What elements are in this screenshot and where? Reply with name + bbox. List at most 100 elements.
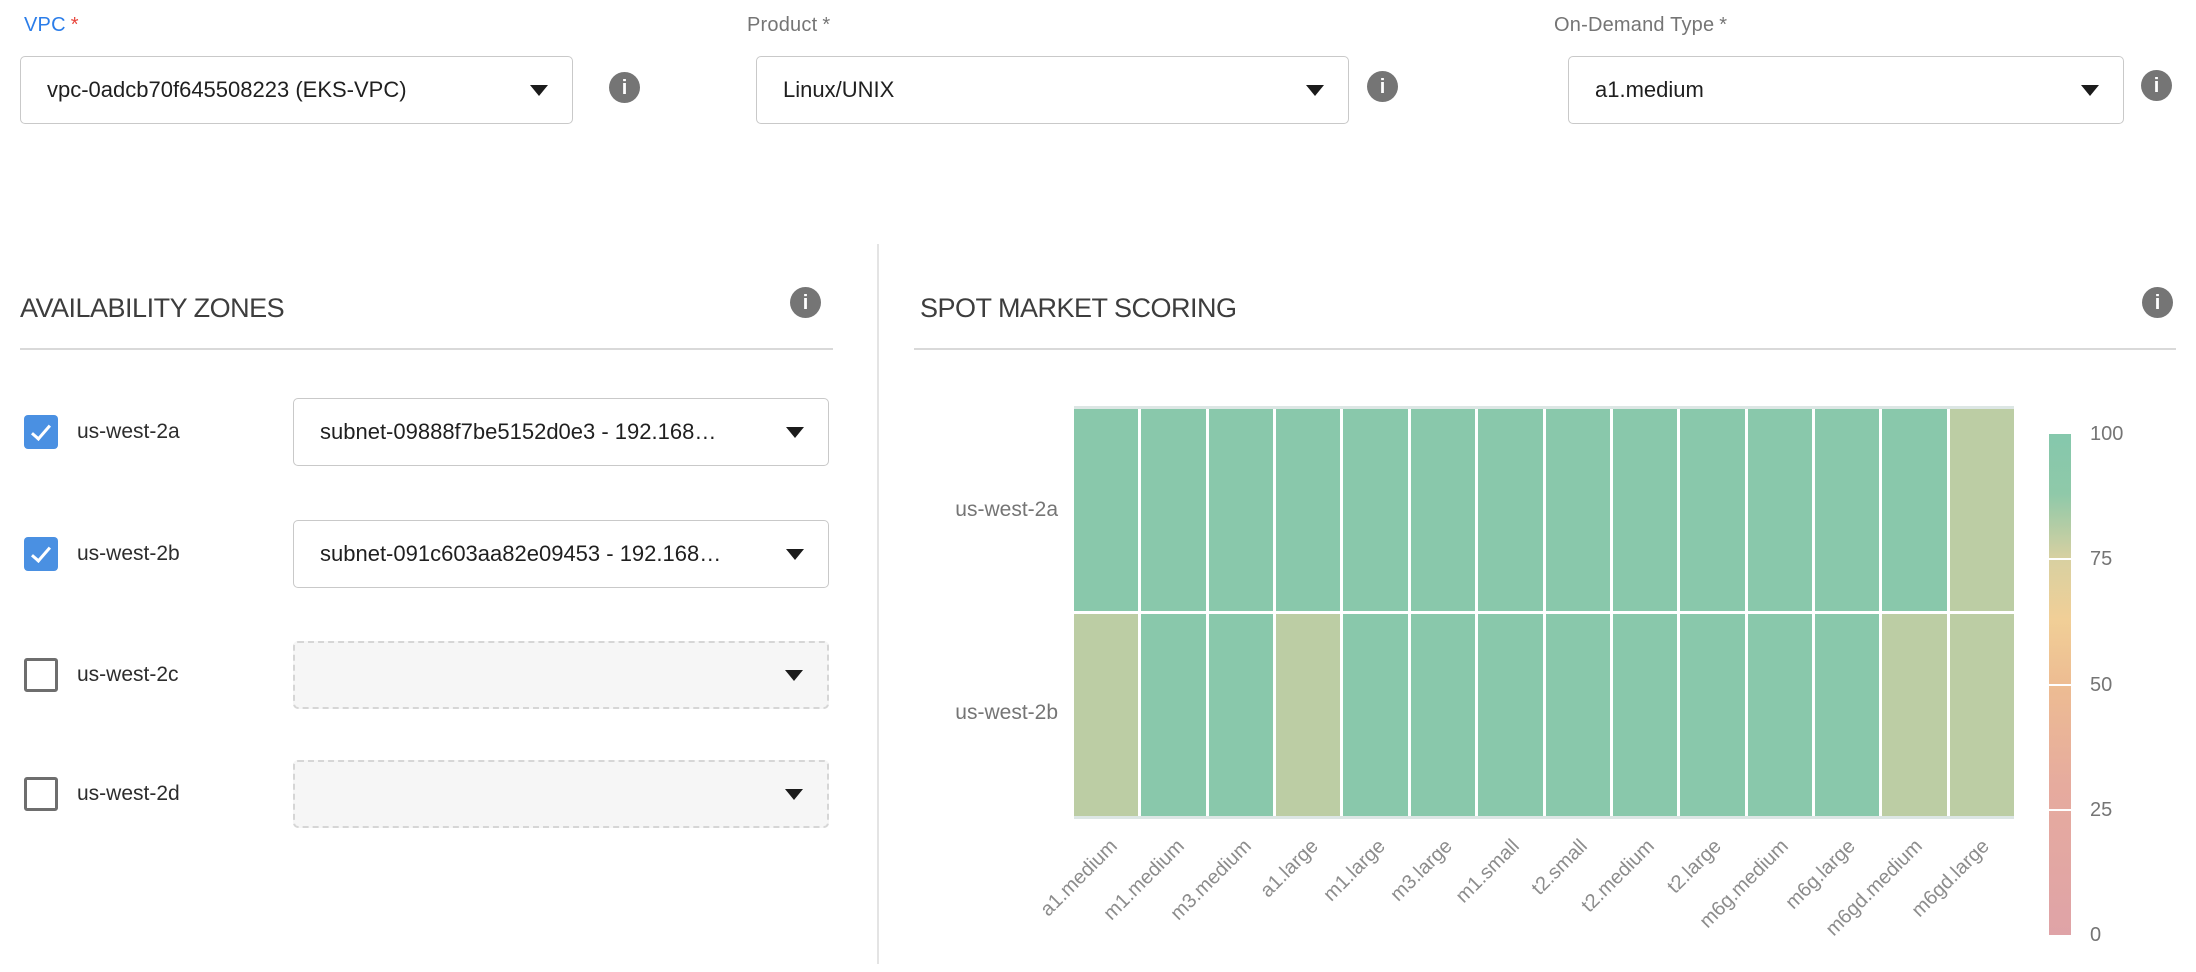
colorbar-tick-line [2049, 684, 2071, 686]
heatmap-cell-us-west-2a-t2.small [1546, 409, 1610, 611]
dropdown-caret-icon [786, 427, 804, 438]
x-axis-label-a1.large: a1.large [1186, 835, 1323, 972]
heatmap-cell-us-west-2b-m6g.large [1815, 614, 1879, 816]
heatmap-cell-us-west-2a-m6g.large [1815, 409, 1879, 611]
heatmap-cell-us-west-2b-m6g.medium [1748, 614, 1812, 816]
section-divider-vertical [877, 244, 879, 964]
heatmap-cell-us-west-2a-m6g.medium [1748, 409, 1812, 611]
colorbar-tick-label: 100 [2090, 421, 2160, 447]
availability-zones-divider [20, 348, 833, 350]
product-info-icon[interactable]: i [1367, 71, 1398, 102]
x-axis-label-m6gd.large: m6gd.large [1858, 835, 1995, 972]
y-axis-label-us-west-2b: us-west-2b [858, 700, 1058, 726]
required-asterisk: * [71, 14, 79, 36]
heatmap-cell-us-west-2b-m3.medium [1209, 614, 1273, 816]
checkmark-icon [31, 420, 51, 441]
required-asterisk: * [1719, 14, 1727, 36]
dropdown-caret-icon [2081, 85, 2099, 96]
az-row: us-west-2d [0, 760, 877, 828]
spot-market-scoring-info-icon[interactable]: i [2142, 287, 2173, 318]
heatmap-cell-us-west-2a-m3.large [1411, 409, 1475, 611]
spot-market-scoring-divider [914, 348, 2176, 350]
colorbar-tick-label: 75 [2090, 546, 2160, 572]
heatmap-cell-us-west-2b-m1.medium [1141, 614, 1205, 816]
on-demand-type-select[interactable]: a1.medium [1568, 56, 2124, 124]
on-demand-type-label: On-Demand Type* [1554, 14, 1727, 37]
heatmap-cell-us-west-2a-t2.medium [1613, 409, 1677, 611]
az-zone-label: us-west-2c [77, 663, 179, 687]
colorbar: 1007550250 [2049, 434, 2169, 935]
x-axis-label-a1.medium: a1.medium [985, 835, 1122, 972]
colorbar-tick-label: 0 [2090, 922, 2160, 948]
on-demand-type-info-icon[interactable]: i [2141, 70, 2172, 101]
heatmap-cell-us-west-2b-m6gd.medium [1882, 614, 1946, 816]
az-zone-label: us-west-2d [77, 782, 180, 806]
heatmap-cell-us-west-2b-m6gd.large [1950, 614, 2014, 816]
colorbar-tick-line [2049, 558, 2071, 560]
subnet-select-us-west-2a[interactable]: subnet-09888f7be5152d0e3 - 192.168… [293, 398, 829, 466]
x-axis-label-t2.medium: t2.medium [1522, 835, 1659, 972]
az-checkbox-us-west-2a[interactable] [24, 415, 58, 449]
heatmap-cell-us-west-2a-m1.large [1343, 409, 1407, 611]
x-axis-label-t2.large: t2.large [1589, 835, 1726, 972]
heatmap-cell-us-west-2b-a1.large [1276, 614, 1340, 816]
subnet-select-us-west-2b[interactable]: subnet-091c603aa82e09453 - 192.168… [293, 520, 829, 588]
heatmap-cell-us-west-2a-m6gd.medium [1882, 409, 1946, 611]
subnet-select-us-west-2c[interactable] [293, 641, 829, 709]
heatmap-cell-us-west-2b-m1.large [1343, 614, 1407, 816]
az-zone-label: us-west-2b [77, 542, 180, 566]
x-axis-label-m1.medium: m1.medium [1052, 835, 1189, 972]
on-demand-type-select-value: a1.medium [1595, 77, 2069, 103]
x-axis-label-m6g.medium: m6g.medium [1656, 835, 1793, 972]
availability-zones-info-icon[interactable]: i [790, 287, 821, 318]
heatmap-row-us-west-2b [1074, 614, 2014, 816]
dropdown-caret-icon [1306, 85, 1324, 96]
heatmap-cell-us-west-2b-a1.medium [1074, 614, 1138, 816]
heatmap-cell-us-west-2a-t2.large [1680, 409, 1744, 611]
x-axis-label-m3.medium: m3.medium [1119, 835, 1256, 972]
availability-zones-title: AVAILABILITY ZONES [20, 293, 284, 324]
subnet-select-value: subnet-09888f7be5152d0e3 - 192.168… [320, 419, 774, 445]
az-row: us-west-2b subnet-091c603aa82e09453 - 19… [0, 520, 877, 588]
dropdown-caret-icon [530, 85, 548, 96]
dropdown-caret-icon [785, 789, 803, 800]
vpc-label: VPC* [24, 14, 79, 37]
colorbar-tick-label: 25 [2090, 797, 2160, 823]
product-select[interactable]: Linux/UNIX [756, 56, 1349, 124]
heatmap-cell-us-west-2b-t2.large [1680, 614, 1744, 816]
product-select-value: Linux/UNIX [783, 77, 1294, 103]
spot-score-heatmap [1074, 406, 2014, 819]
vpc-select-value: vpc-0adcb70f645508223 (EKS-VPC) [47, 77, 518, 103]
az-row: us-west-2a subnet-09888f7be5152d0e3 - 19… [0, 398, 877, 466]
heatmap-cell-us-west-2b-t2.small [1546, 614, 1610, 816]
heatmap-cell-us-west-2a-m1.medium [1141, 409, 1205, 611]
subnet-select-us-west-2d[interactable] [293, 760, 829, 828]
dropdown-caret-icon [785, 670, 803, 681]
y-axis-label-us-west-2a: us-west-2a [858, 497, 1058, 523]
az-checkbox-us-west-2c[interactable] [24, 658, 58, 692]
az-checkbox-us-west-2b[interactable] [24, 537, 58, 571]
x-axis-label-m1.small: m1.small [1388, 835, 1525, 972]
heatmap-row-us-west-2a [1074, 409, 2014, 611]
az-row: us-west-2c [0, 641, 877, 709]
az-zone-label: us-west-2a [77, 420, 180, 444]
heatmap-cell-us-west-2b-m3.large [1411, 614, 1475, 816]
heatmap-cell-us-west-2b-m1.small [1478, 614, 1542, 816]
colorbar-tick-label: 50 [2090, 672, 2160, 698]
heatmap-cell-us-west-2a-a1.large [1276, 409, 1340, 611]
vpc-info-icon[interactable]: i [609, 72, 640, 103]
heatmap-cell-us-west-2a-a1.medium [1074, 409, 1138, 611]
spot-market-scoring-title: SPOT MARKET SCORING [920, 293, 1237, 324]
required-asterisk: * [822, 14, 830, 36]
az-checkbox-us-west-2d[interactable] [24, 777, 58, 811]
heatmap-cell-us-west-2a-m3.medium [1209, 409, 1273, 611]
checkmark-icon [31, 542, 51, 563]
heatmap-cell-us-west-2a-m6gd.large [1950, 409, 2014, 611]
colorbar-tick-line [2049, 809, 2071, 811]
heatmap-cell-us-west-2a-m1.small [1478, 409, 1542, 611]
heatmap-x-axis: a1.mediumm1.mediumm3.mediuma1.largem1.la… [1074, 819, 2014, 964]
vpc-select[interactable]: vpc-0adcb70f645508223 (EKS-VPC) [20, 56, 573, 124]
x-axis-label-t2.small: t2.small [1455, 835, 1592, 972]
heatmap-cell-us-west-2b-t2.medium [1613, 614, 1677, 816]
product-label: Product* [747, 14, 830, 37]
